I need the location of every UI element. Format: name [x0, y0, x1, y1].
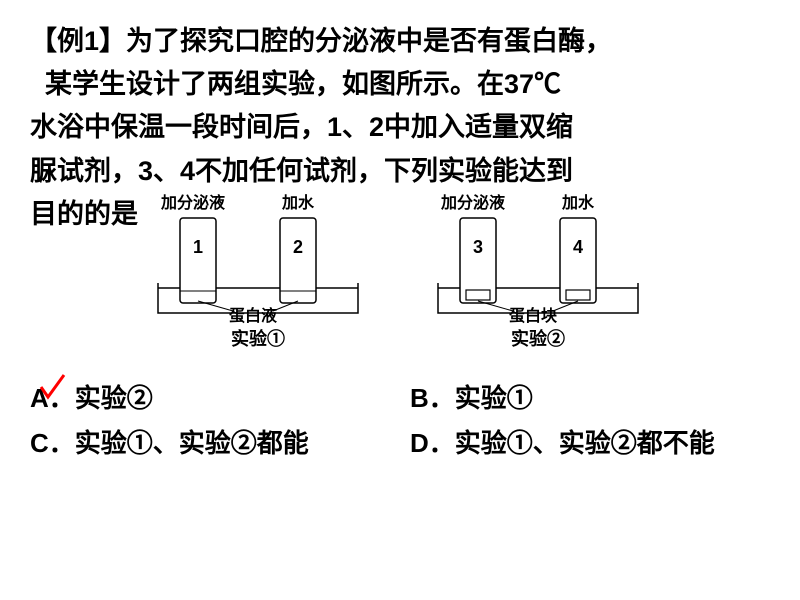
d2-tube4: 4: [573, 237, 583, 257]
answer-a: A． 实验②: [30, 378, 390, 415]
d1-tube1: 1: [193, 237, 203, 257]
question-line1: 为了探究口腔的分泌液中是否有蛋白酶，: [126, 26, 612, 56]
experiment-1-diagram: 加分泌液 加水 1 2 蛋白液 实验①: [148, 193, 368, 353]
answer-options: A． 实验② B． 实验① C． 实验①、实验②都能 D． 实验①、实验②都不能: [30, 378, 770, 460]
d2-label-water: 加水: [561, 193, 595, 212]
d1-tube2: 2: [293, 237, 303, 257]
experiment-2-diagram: 加分泌液 加水 3 4 蛋白块 实验②: [428, 193, 648, 353]
question-line4: 脲试剂，3、4不加任何试剂，下列实验能达到: [30, 156, 573, 186]
answer-d-text: 实验①、实验②都不能: [455, 423, 715, 460]
d2-label-secretion: 加分泌液: [440, 193, 506, 212]
d1-label-secretion: 加分泌液: [160, 193, 226, 212]
d1-label-water: 加水: [281, 193, 315, 212]
question-line5: 目的的是: [30, 193, 138, 236]
question-line3: 水浴中保温一段时间后，1、2中加入适量双缩: [30, 112, 573, 142]
answer-c: C． 实验①、实验②都能: [30, 423, 390, 460]
answer-a-text: 实验②: [75, 378, 153, 415]
answer-c-text: 实验①、实验②都能: [75, 423, 309, 460]
d1-label: 实验①: [231, 328, 285, 349]
answer-d-letter: D．: [410, 423, 455, 460]
question-text: 【例1】为了探究口腔的分泌液中是否有蛋白酶， 某学生设计了两组实验，如图所示。在…: [30, 20, 770, 368]
d2-label: 实验②: [511, 328, 565, 349]
example-label: 【例1】: [30, 26, 126, 56]
answer-b: B． 实验①: [410, 378, 770, 415]
answer-b-letter: B．: [410, 378, 455, 415]
answer-b-text: 实验①: [455, 378, 533, 415]
answer-a-letter: A．: [30, 378, 75, 415]
checkmark-icon: [38, 372, 68, 402]
d1-substance: 蛋白液: [229, 306, 278, 325]
answer-d: D． 实验①、实验②都不能: [410, 423, 770, 460]
diagrams-container: 加分泌液 加水 1 2 蛋白液 实验①: [148, 193, 648, 353]
d2-substance: 蛋白块: [509, 306, 558, 325]
answer-c-letter: C．: [30, 423, 75, 460]
d2-tube3: 3: [473, 237, 483, 257]
question-line2: 某学生设计了两组实验，如图所示。在37℃: [45, 69, 561, 99]
